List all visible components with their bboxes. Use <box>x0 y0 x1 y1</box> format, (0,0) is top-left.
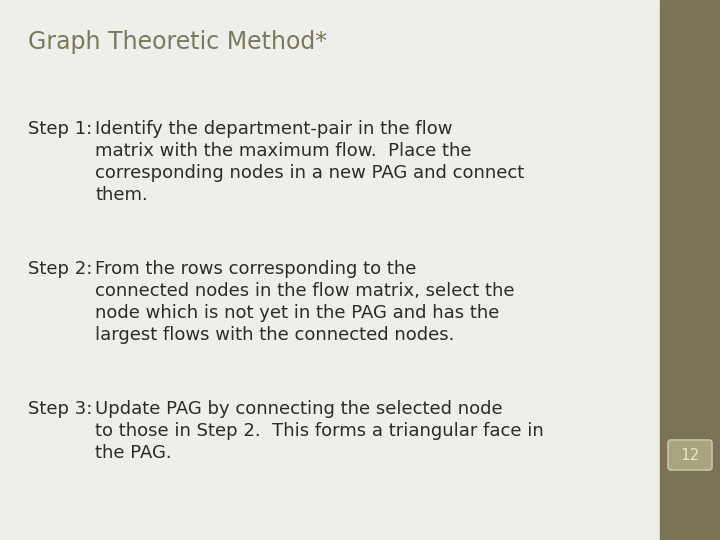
Text: node which is not yet in the PAG and has the: node which is not yet in the PAG and has… <box>95 304 500 322</box>
Text: Graph Theoretic Method*: Graph Theoretic Method* <box>28 30 327 54</box>
Text: largest flows with the connected nodes.: largest flows with the connected nodes. <box>95 326 454 344</box>
Text: Update PAG by connecting the selected node: Update PAG by connecting the selected no… <box>95 400 503 418</box>
Text: Step 1:: Step 1: <box>28 120 98 138</box>
Text: connected nodes in the flow matrix, select the: connected nodes in the flow matrix, sele… <box>95 282 515 300</box>
Text: From the rows corresponding to the: From the rows corresponding to the <box>95 260 416 278</box>
Bar <box>660 0 720 540</box>
Text: Step 3:: Step 3: <box>28 400 98 418</box>
Text: Step 2:: Step 2: <box>28 260 98 278</box>
FancyBboxPatch shape <box>668 440 712 470</box>
Text: Identify the department-pair in the flow: Identify the department-pair in the flow <box>95 120 452 138</box>
Text: corresponding nodes in a new PAG and connect: corresponding nodes in a new PAG and con… <box>95 164 524 182</box>
Text: them.: them. <box>95 186 148 204</box>
Text: to those in Step 2.  This forms a triangular face in: to those in Step 2. This forms a triangu… <box>95 422 544 440</box>
Text: 12: 12 <box>680 448 700 462</box>
Text: the PAG.: the PAG. <box>95 444 171 462</box>
Text: matrix with the maximum flow.  Place the: matrix with the maximum flow. Place the <box>95 142 472 160</box>
